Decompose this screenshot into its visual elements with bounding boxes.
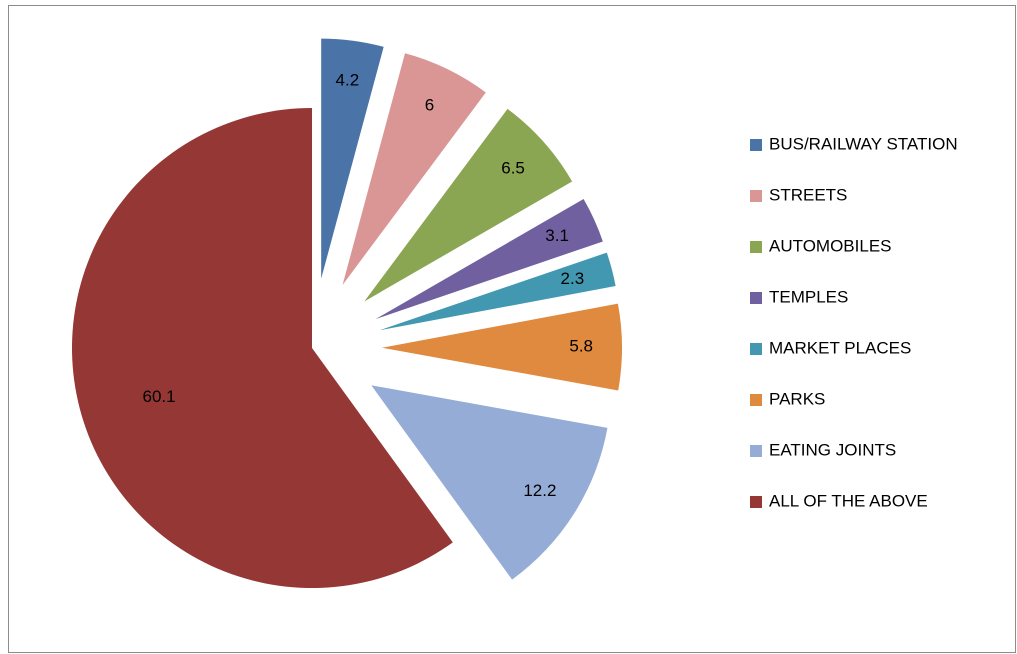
data-label: 12.2 [523,481,556,500]
legend-label: PARKS [769,389,825,408]
legend-label: STREETS [769,185,847,204]
legend-swatch [750,343,762,355]
data-label: 2.3 [561,269,585,288]
legend-swatch [750,496,762,508]
legend-label: TEMPLES [769,287,848,306]
data-label: 5.8 [569,337,593,356]
legend-label: ALL OF THE ABOVE [769,491,928,510]
data-label: 6.5 [501,158,525,177]
legend-swatch [750,445,762,457]
legend-label: AUTOMOBILES [769,236,892,255]
pie-slice [379,252,616,331]
pie-slice [72,108,453,588]
data-label: 4.2 [336,71,360,90]
pie-slice [371,385,608,580]
legend-swatch [750,292,762,304]
data-label: 6 [425,95,434,114]
legend-label: BUS/RAILWAY STATION [769,134,958,153]
legend-swatch [750,190,762,202]
pie-slice [381,303,622,391]
pie-slice [321,38,384,279]
legend-label: EATING JOINTS [769,440,896,459]
legend-swatch [750,139,762,151]
legend-swatch [750,241,762,253]
pie-slice [364,108,573,302]
pie-slice [375,199,603,320]
data-label: 3.1 [545,226,569,245]
pie-slice [342,53,486,286]
legend-label: MARKET PLACES [769,338,911,357]
data-label: 60.1 [142,387,175,406]
legend-swatch [750,394,762,406]
